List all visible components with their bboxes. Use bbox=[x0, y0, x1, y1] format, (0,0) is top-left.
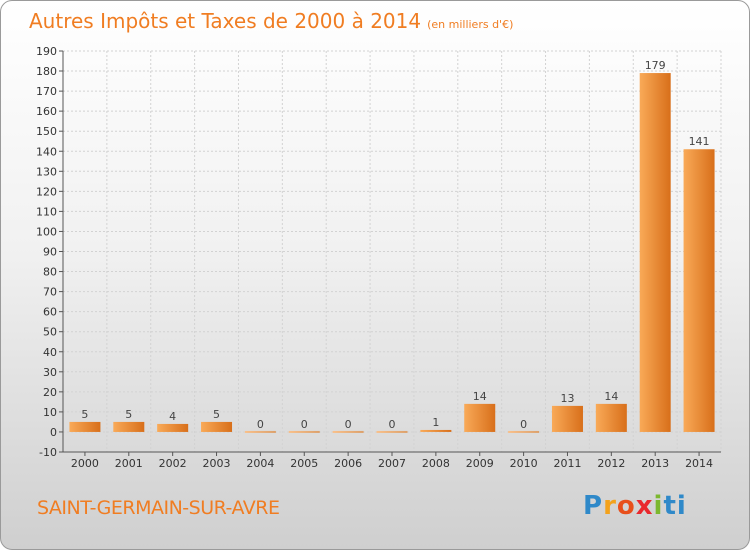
value-label: 5 bbox=[81, 408, 88, 421]
bars bbox=[69, 73, 715, 433]
y-tick-label: 190 bbox=[36, 45, 57, 58]
bar-2011 bbox=[551, 405, 583, 432]
x-tick-label: 2010 bbox=[510, 457, 538, 470]
bar-2001 bbox=[113, 421, 145, 432]
value-label: 14 bbox=[473, 390, 487, 403]
value-label: 179 bbox=[645, 59, 666, 72]
chart-subtitle: (en milliers d'€) bbox=[427, 18, 514, 31]
commune-name: SAINT-GERMAIN-SUR-AVRE bbox=[37, 497, 280, 519]
y-tick-label: 170 bbox=[36, 85, 57, 98]
y-tick-label: 180 bbox=[36, 65, 57, 78]
x-tick-label: 2008 bbox=[422, 457, 450, 470]
chart-title: Autres Impôts et Taxes de 2000 à 2014 bbox=[29, 9, 422, 33]
bar-2012 bbox=[595, 403, 627, 432]
value-label: 0 bbox=[257, 418, 264, 431]
y-tick-label: 140 bbox=[36, 145, 57, 158]
bar-2010 bbox=[508, 430, 540, 433]
y-tick-label: 40 bbox=[43, 346, 57, 359]
y-tick-label: 50 bbox=[43, 326, 57, 339]
y-tick-label: 60 bbox=[43, 306, 57, 319]
y-tick-label: 70 bbox=[43, 286, 57, 299]
proxiti-logo: Proxiti bbox=[583, 491, 687, 521]
labels: -100102030405060708090100110120130140150… bbox=[36, 45, 713, 470]
y-tick-label: 90 bbox=[43, 246, 57, 259]
x-tick-label: 2011 bbox=[553, 457, 581, 470]
y-tick-label: 150 bbox=[36, 125, 57, 138]
x-tick-label: 2002 bbox=[159, 457, 187, 470]
y-tick-label: 0 bbox=[50, 426, 57, 439]
bar-2006 bbox=[332, 430, 364, 433]
x-tick-label: 2000 bbox=[71, 457, 99, 470]
x-tick-label: 2005 bbox=[290, 457, 318, 470]
bar-2002 bbox=[157, 423, 189, 432]
y-tick-label: 160 bbox=[36, 105, 57, 118]
bar-2013 bbox=[639, 73, 671, 432]
bar-2014 bbox=[683, 149, 715, 432]
y-tick-label: 120 bbox=[36, 185, 57, 198]
value-label: 141 bbox=[689, 135, 710, 148]
y-tick-label: -10 bbox=[39, 446, 57, 459]
x-tick-label: 2013 bbox=[641, 457, 669, 470]
value-label: 13 bbox=[560, 392, 574, 405]
grid-lines bbox=[62, 50, 722, 453]
y-tick-label: 110 bbox=[36, 205, 57, 218]
bar-2003 bbox=[201, 421, 233, 432]
bar-2007 bbox=[376, 430, 408, 433]
x-tick-label: 2009 bbox=[466, 457, 494, 470]
value-label: 0 bbox=[520, 418, 527, 431]
x-tick-label: 2001 bbox=[115, 457, 143, 470]
axes bbox=[59, 50, 721, 456]
x-tick-label: 2007 bbox=[378, 457, 406, 470]
y-tick-label: 20 bbox=[43, 386, 57, 399]
y-tick-label: 10 bbox=[43, 406, 57, 419]
bar-2008 bbox=[420, 429, 452, 432]
x-tick-label: 2012 bbox=[597, 457, 625, 470]
value-label: 0 bbox=[301, 418, 308, 431]
y-tick-label: 30 bbox=[43, 366, 57, 379]
value-label: 4 bbox=[169, 410, 176, 423]
y-tick-label: 130 bbox=[36, 165, 57, 178]
value-label: 1 bbox=[432, 416, 439, 429]
bar-2004 bbox=[244, 430, 276, 433]
value-label: 5 bbox=[213, 408, 220, 421]
value-label: 14 bbox=[604, 390, 618, 403]
value-label: 0 bbox=[389, 418, 396, 431]
y-tick-label: 80 bbox=[43, 266, 57, 279]
x-tick-label: 2003 bbox=[203, 457, 231, 470]
bar-2005 bbox=[288, 430, 320, 433]
x-tick-label: 2004 bbox=[246, 457, 274, 470]
x-tick-label: 2014 bbox=[685, 457, 713, 470]
x-tick-label: 2006 bbox=[334, 457, 362, 470]
value-label: 5 bbox=[125, 408, 132, 421]
bar-2000 bbox=[69, 421, 101, 432]
y-tick-label: 100 bbox=[36, 225, 57, 238]
value-label: 0 bbox=[345, 418, 352, 431]
chart-title-block: Autres Impôts et Taxes de 2000 à 2014 (en… bbox=[29, 9, 513, 33]
bar-2009 bbox=[464, 403, 496, 432]
